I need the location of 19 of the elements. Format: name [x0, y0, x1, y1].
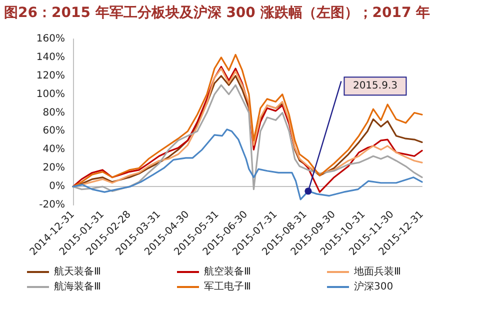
y-tick-label: 40% — [42, 144, 65, 156]
line-series — [72, 128, 423, 200]
legend-label: 航天装备Ⅲ — [54, 266, 101, 278]
legend-label: 沪深300 — [354, 280, 394, 292]
y-tick-label: 60% — [42, 126, 65, 137]
y-tick-label: 0% — [49, 181, 65, 192]
y-tick-label: 100% — [36, 88, 65, 100]
legend-label: 地面兵装Ⅲ — [353, 266, 401, 278]
y-tick-label: 20% — [42, 162, 65, 174]
y-tick-label: 120% — [36, 70, 65, 82]
legend-label: 航空装备Ⅲ — [204, 266, 251, 278]
y-tick-label: 140% — [36, 52, 65, 63]
y-tick-label: 160% — [36, 34, 65, 44]
annotation: 2015.9.3 — [352, 80, 398, 92]
legend-label: 航海装备Ⅲ — [54, 280, 101, 292]
y-tick-label: 80% — [42, 107, 65, 118]
legend-label: 军工电子Ⅲ — [204, 280, 251, 292]
chart-title: 图26：2015 年军工分板块及沪深 300 涨跌幅（左图）；2017 年 — [4, 4, 430, 22]
y-tick-label: -20% — [39, 200, 65, 210]
